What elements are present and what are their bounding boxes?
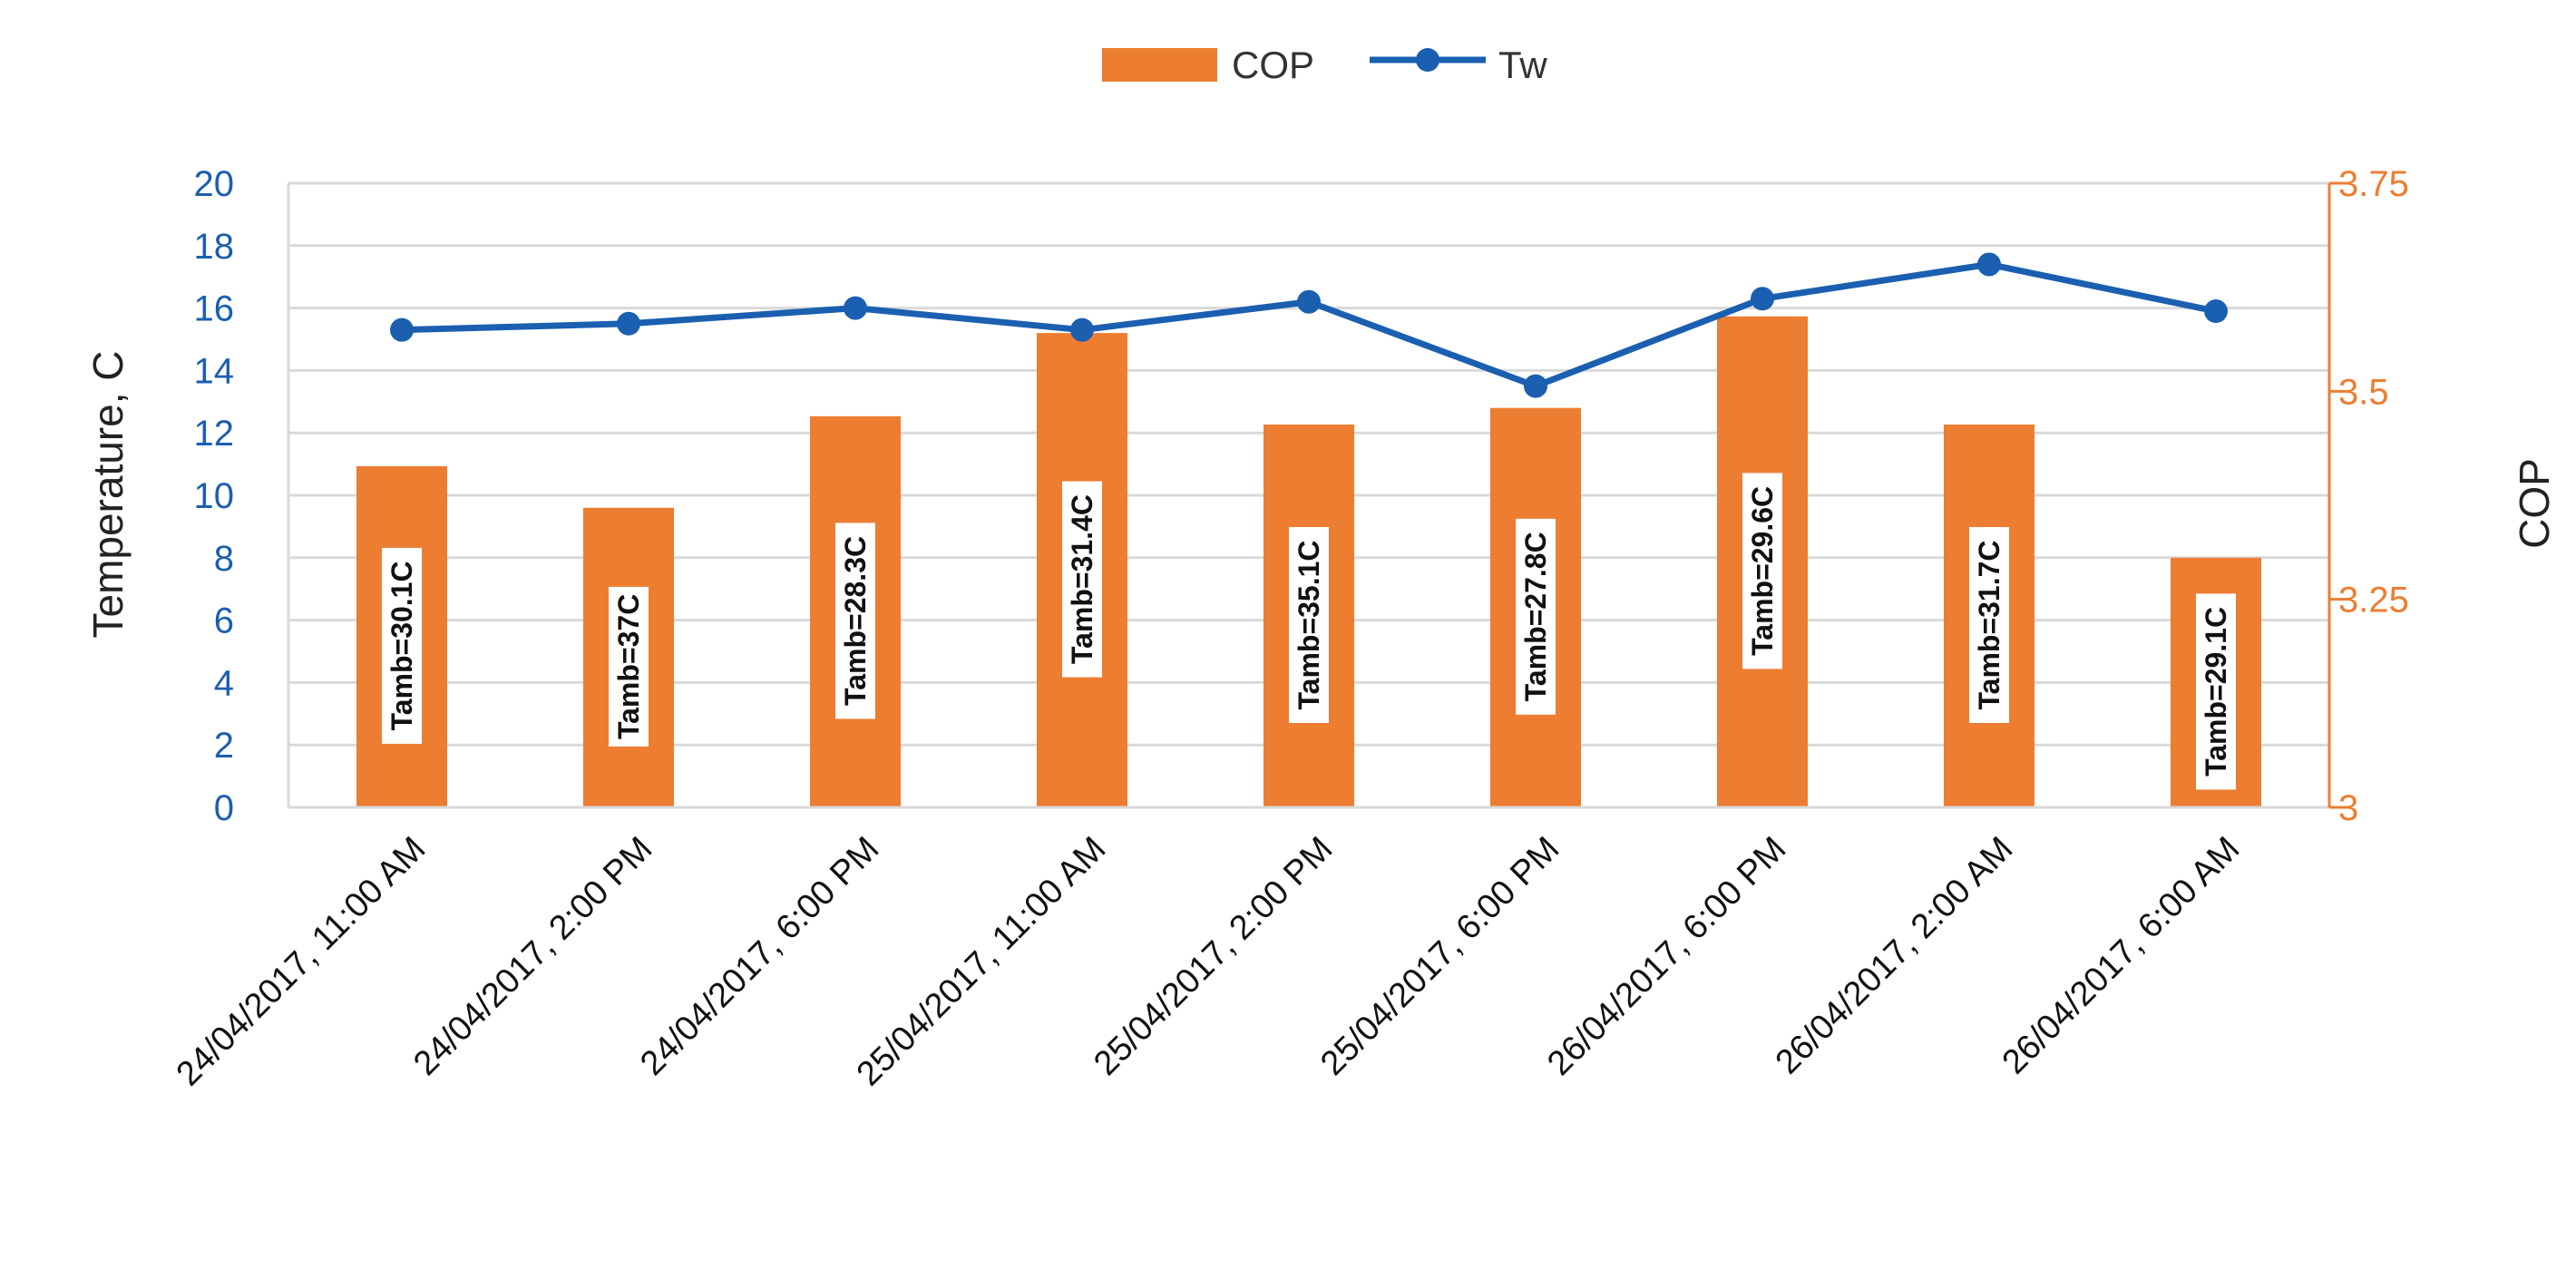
legend: COP Tw	[1102, 44, 1547, 86]
x-tick-label: 25/04/2017, 11:00 AM	[850, 830, 1114, 1094]
tw-line	[401, 260, 2217, 390]
tamb-label-box	[1062, 481, 1102, 678]
tamb-label-box	[609, 586, 649, 747]
tw-point	[844, 296, 867, 320]
x-tick-label: 25/04/2017, 6:00 PM	[1313, 830, 1566, 1083]
y-left-tick-label: 18	[194, 227, 235, 267]
tamb-label: Tamb=35.1C	[1293, 540, 1325, 709]
tamb-label: Tamb=37C	[612, 594, 645, 739]
y-left-tick-label: 8	[214, 539, 234, 579]
tw-point	[617, 311, 640, 336]
y-left-tick-label: 10	[194, 476, 235, 516]
tamb-label: Tamb=30.1C	[385, 561, 418, 730]
y-left-tick-label: 2	[214, 726, 234, 766]
tw-point	[1297, 289, 1321, 314]
tw-point	[1751, 287, 1774, 311]
tamb-annotation: Tamb=29.1C	[2196, 593, 2236, 790]
x-tick-label: 24/04/2017, 2:00 PM	[406, 830, 659, 1083]
tamb-label-box	[1516, 518, 1556, 715]
tw-point	[1070, 318, 1094, 342]
tw-line-series	[390, 252, 2228, 398]
tamb-label: Tamb=29.6C	[1746, 486, 1779, 656]
tw-point	[1524, 374, 1547, 398]
tamb-label-box	[382, 547, 422, 744]
tamb-annotation: Tamb=29.6C	[1742, 473, 1782, 669]
tamb-label: Tamb=27.8C	[1519, 532, 1552, 701]
y-right-tick-label: 3.75	[2338, 164, 2409, 204]
tamb-annotation: Tamb=35.1C	[1289, 527, 1329, 724]
y-left-tick-label: 4	[214, 663, 234, 703]
y-right-tick-label: 3.5	[2338, 372, 2389, 412]
tamb-label: Tamb=31.7C	[1973, 540, 2005, 709]
tamb-label: Tamb=29.1C	[2200, 607, 2232, 777]
tamb-annotation: Tamb=31.4C	[1062, 481, 1102, 678]
x-tick-label: 24/04/2017, 6:00 PM	[633, 830, 886, 1083]
x-tick-label: 24/04/2017, 11:00 AM	[170, 830, 434, 1094]
tamb-label-box	[835, 523, 875, 719]
x-tick-label: 26/04/2017, 6:00 PM	[1540, 830, 1793, 1083]
y-right-tick-label: 3.25	[2338, 581, 2409, 620]
y-left-tick-label: 0	[214, 788, 234, 828]
tamb-annotation: Tamb=27.8C	[1516, 518, 1556, 715]
tw-point	[390, 318, 414, 342]
tamb-label-box	[1742, 473, 1782, 669]
tamb-label-box	[1289, 527, 1329, 724]
tamb-annotations: Tamb=30.1C Tamb=37C Tamb=28.3C Tamb=31.4C Ta…	[382, 473, 2236, 790]
y-left-tick-label: 14	[194, 351, 235, 391]
y-left-tick-label: 12	[194, 414, 235, 454]
tamb-annotation: Tamb=28.3C	[835, 523, 875, 719]
y-left-tick-label: 20	[194, 164, 235, 204]
legend-tw-label: Tw	[1498, 44, 1547, 86]
tamb-label: Tamb=28.3C	[839, 536, 872, 706]
left-axis-ticks: 0 2 4 6 8 10 12 14 16 18 20	[194, 164, 235, 828]
x-tick-label: 25/04/2017, 2:00 PM	[1087, 830, 1340, 1083]
y-axis-left-title: Temperature, C	[84, 350, 132, 638]
tamb-annotation: Tamb=30.1C	[382, 547, 422, 744]
y-left-tick-label: 6	[214, 601, 234, 641]
right-axis-ticks: 3 3.25 3.5 3.75	[2338, 164, 2409, 828]
tamb-label-box	[1969, 527, 2009, 724]
axes	[287, 181, 2347, 809]
y-right-tick-label: 3	[2338, 788, 2358, 828]
x-tick-label: 26/04/2017, 2:00 AM	[1769, 830, 2021, 1082]
tw-point	[1977, 252, 2001, 277]
y-left-tick-label: 16	[194, 289, 235, 329]
tamb-annotation: Tamb=37C	[609, 586, 649, 747]
x-tick-label: 26/04/2017, 6:00 AM	[1995, 830, 2248, 1082]
tw-point	[2204, 299, 2228, 324]
tamb-label: Tamb=31.4C	[1066, 494, 1098, 664]
legend-cop-label: COP	[1232, 44, 1314, 86]
legend-cop-swatch	[1102, 48, 1217, 82]
legend-tw-marker	[1416, 48, 1439, 72]
tamb-label-box	[2196, 593, 2236, 790]
y-axis-right-title: COP	[2511, 458, 2558, 549]
tamb-annotation: Tamb=31.7C	[1969, 527, 2009, 724]
